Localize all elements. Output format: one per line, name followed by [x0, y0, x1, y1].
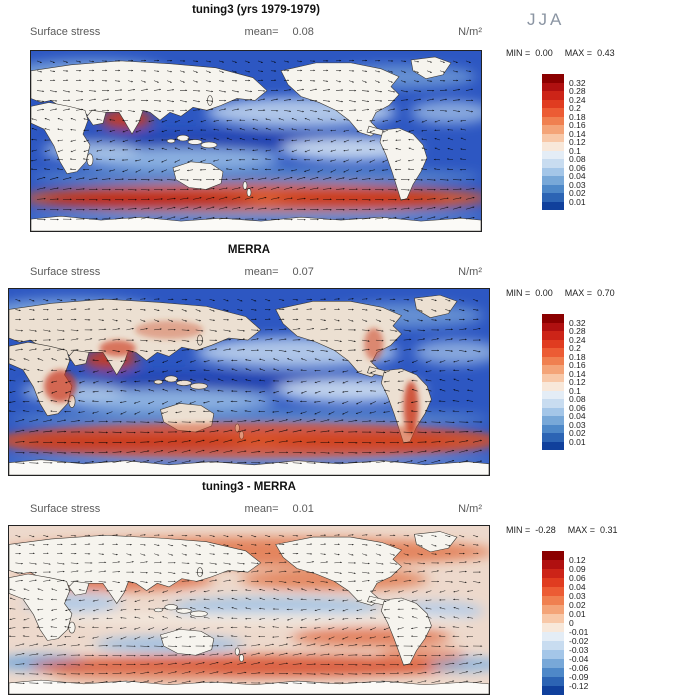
- mean-readout: mean= 0.07: [244, 266, 314, 278]
- colorbar-scale: 0.32 0.28 0.24 0.2 0.18 0.16 0.14 0.12 0.1 0.08 0.…: [542, 74, 586, 210]
- variable-label: Surface stress: [30, 266, 101, 278]
- minmax-readout: MIN = -0.28 MAX = 0.31: [506, 525, 618, 535]
- minmax-readout: MIN = 0.00 MAX = 0.70: [506, 288, 615, 298]
- colorbar-scale: 0.12 0.09 0.06 0.04 0.03 0.02 0.01 0 -0.01 -0.02-…: [542, 551, 588, 695]
- mean-readout: mean= 0.01: [244, 503, 314, 515]
- map-tuning3: [30, 50, 482, 232]
- units-label: N/m²: [458, 26, 482, 38]
- panel-header: Surface stress mean= 0.01 N/m²: [30, 503, 482, 515]
- map-merra: [8, 288, 490, 476]
- colorbar-scale: 0.32 0.28 0.24 0.2 0.18 0.16 0.14 0.12 0.1 0.08 0.…: [542, 314, 586, 450]
- panel-title: MERRA: [227, 244, 271, 256]
- variable-label: Surface stress: [30, 26, 101, 38]
- panel-diff: tuning3 - MERRA Surface stress mean= 0.01…: [0, 477, 700, 700]
- season-label: JJA: [527, 10, 565, 29]
- panel-header: Surface stress mean= 0.08 N/m²: [30, 26, 482, 38]
- panel-title: tuning3 - MERRA: [202, 481, 296, 493]
- colorbar-diff: MIN = -0.28 MAX = 0.31 0.12 0.09 0.06 0.04 0.03…: [506, 525, 696, 695]
- colorbar-tuning3: MIN = 0.00 MAX = 0.43 0.32 0.28 0.24 0.2 0.18 0.…: [506, 48, 696, 210]
- minmax-readout: MIN = 0.00 MAX = 0.43: [506, 48, 615, 58]
- map-diff: [8, 525, 490, 695]
- units-label: N/m²: [458, 266, 482, 278]
- colorbar-merra: MIN = 0.00 MAX = 0.70 0.32 0.28 0.24 0.2 0.18 0.…: [506, 288, 696, 450]
- panel-title: tuning3 (yrs 1979-1979): [192, 4, 320, 16]
- mean-readout: mean= 0.08: [244, 26, 314, 38]
- panel-tuning3: tuning3 (yrs 1979-1979) Surface stress m…: [0, 0, 700, 240]
- variable-label: Surface stress: [30, 503, 101, 515]
- panel-header: Surface stress mean= 0.07 N/m²: [30, 266, 482, 278]
- panel-merra: MERRA Surface stress mean= 0.07 N/m² MIN …: [0, 240, 700, 478]
- units-label: N/m²: [458, 503, 482, 515]
